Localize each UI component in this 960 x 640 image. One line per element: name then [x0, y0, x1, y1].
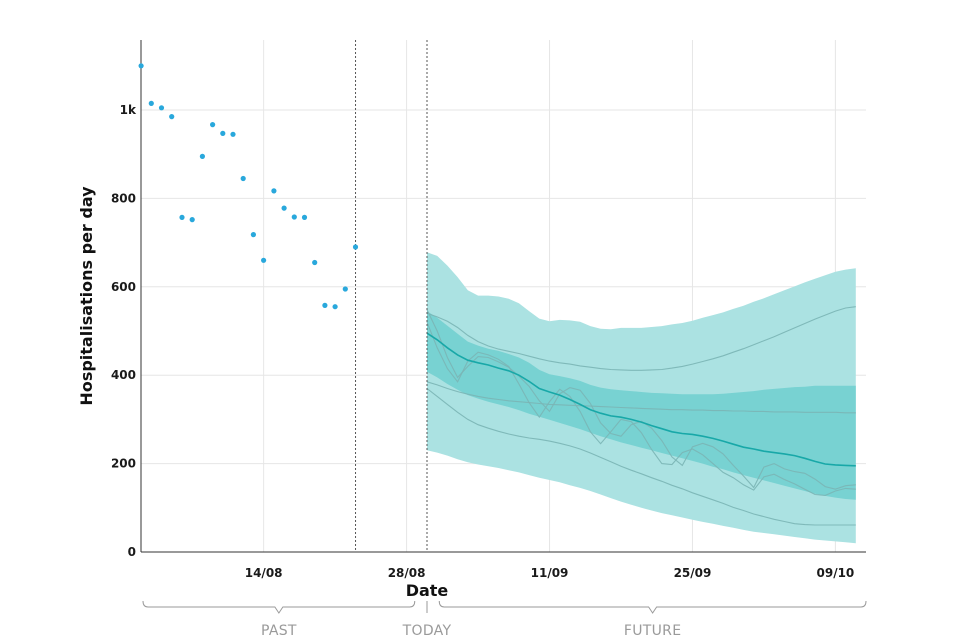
scenario-wavy-b-line — [426, 321, 856, 496]
observed-point — [138, 63, 144, 69]
x-tick-label: 11/09 — [531, 566, 569, 580]
y-tick-label: 800 — [111, 191, 136, 205]
timeline-phases: PAST TODAY FUTURE — [142, 600, 867, 639]
observed-point — [189, 217, 195, 223]
past-bracket — [142, 600, 416, 614]
observed-points — [138, 63, 359, 310]
observed-point — [291, 214, 297, 220]
x-tick-label: 25/09 — [674, 566, 712, 580]
scenario-wavy-a-line — [426, 309, 856, 490]
scenario-flat-line — [426, 381, 856, 414]
observed-point — [312, 259, 318, 266]
y-tick-label: 400 — [111, 368, 136, 382]
scenario-high-line — [426, 306, 856, 371]
observed-point — [250, 232, 256, 238]
observed-point — [281, 205, 287, 211]
axis-labels: 0 200 400 600 800 1k 14/08 28/08 11/09 25/09 09/10 — [111, 103, 854, 580]
future-bracket — [438, 600, 867, 614]
y-tick-label: 0 — [128, 545, 136, 559]
y-tick-label: 1k — [120, 103, 137, 117]
y-tick-label: 600 — [111, 280, 136, 294]
observed-point — [271, 188, 277, 194]
x-tick-label: 14/08 — [245, 566, 283, 580]
observed-point — [169, 114, 175, 120]
forecast-scenario-lines — [426, 306, 856, 526]
observed-point — [240, 175, 246, 182]
observed-point — [179, 214, 185, 220]
x-tick-label: 09/10 — [817, 566, 855, 580]
phase-label-future: FUTURE — [624, 623, 681, 639]
forecast-inner-band — [427, 311, 856, 500]
observed-point — [220, 130, 226, 136]
forecast-median-line — [426, 332, 856, 467]
x-axis-title: Date — [406, 581, 449, 600]
phase-label-today: TODAY — [402, 623, 452, 639]
scenario-low-line — [426, 388, 856, 526]
observed-point — [148, 100, 154, 106]
forecast-median — [426, 332, 856, 467]
observed-point — [210, 122, 216, 128]
observed-point — [158, 105, 165, 111]
observed-point — [230, 131, 236, 137]
forecast-bands — [427, 252, 856, 544]
observed-point — [332, 304, 338, 310]
observed-point — [301, 214, 308, 220]
y-tick-label: 200 — [111, 457, 136, 471]
observed-point — [342, 286, 348, 292]
observed-point — [261, 257, 267, 263]
axes — [140, 40, 866, 553]
observed-point — [322, 302, 328, 308]
x-tick-label: 28/08 — [388, 566, 426, 580]
observed-point — [199, 153, 205, 159]
y-axis-title: Hospitalisations per day — [77, 186, 96, 406]
time-markers — [355, 40, 428, 552]
observed-point — [352, 244, 359, 250]
phase-label-past: PAST — [261, 623, 297, 639]
